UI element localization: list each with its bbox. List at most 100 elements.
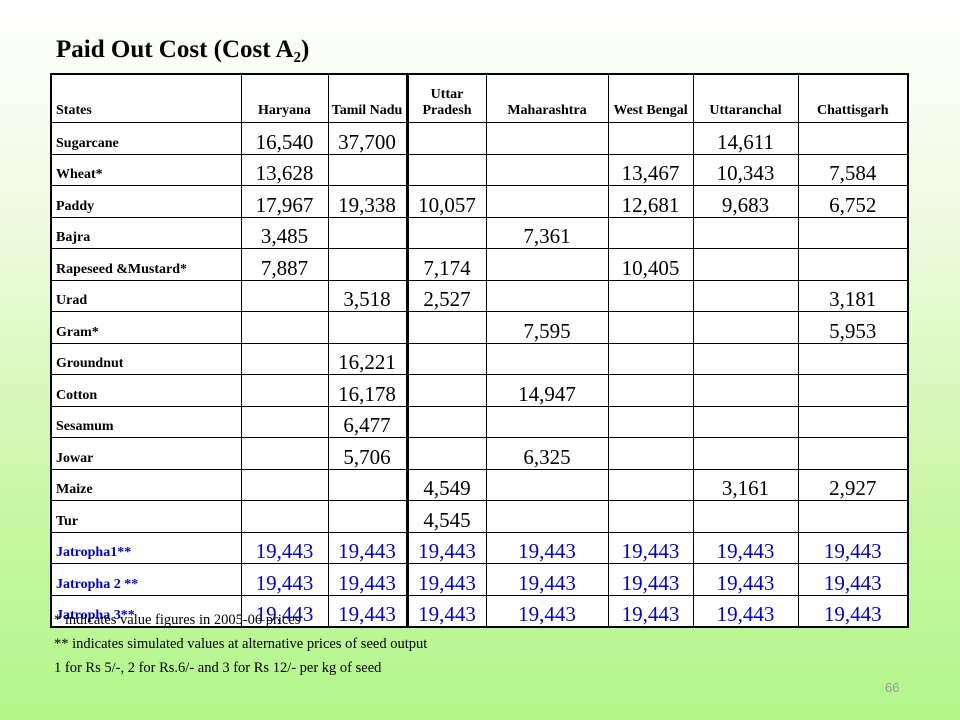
table-cell bbox=[327, 248, 409, 281]
table-cell: 19,443 bbox=[240, 563, 329, 596]
table-cell: 7,584 bbox=[797, 153, 909, 186]
table-cell bbox=[692, 500, 799, 533]
table-cell bbox=[692, 405, 799, 438]
row-label: Wheat* bbox=[50, 153, 242, 186]
table-cell bbox=[327, 153, 409, 186]
table-cell: 19,443 bbox=[327, 531, 409, 564]
table-cell bbox=[240, 374, 329, 407]
table-cell: 4,549 bbox=[406, 468, 487, 501]
table-cell bbox=[240, 500, 329, 533]
table-cell: 19,443 bbox=[406, 563, 487, 596]
table-cell: 19,338 bbox=[327, 185, 409, 218]
row-label: Jatropha 2 ** bbox=[50, 563, 242, 596]
table-cell bbox=[485, 342, 609, 375]
table-cell bbox=[406, 216, 487, 249]
table-cell: 16,221 bbox=[327, 342, 409, 375]
table-cell: 37,700 bbox=[327, 122, 409, 155]
table-cell: 2,927 bbox=[797, 468, 909, 501]
table-cell bbox=[240, 342, 329, 375]
table-cell bbox=[240, 405, 329, 438]
table-cell: 5,706 bbox=[327, 437, 409, 470]
table-row: Jatropha 2 ** 19,443 19,443 19,443 19,443 19,… bbox=[50, 563, 909, 596]
footnote: * indicates value figures in 2005-06 pri… bbox=[54, 612, 301, 628]
table-cell: 9,683 bbox=[692, 185, 799, 218]
table-cell bbox=[692, 342, 799, 375]
table-row: Jatropha 3** 19,443 19,443 19,443 19,443 19,4… bbox=[50, 594, 909, 628]
table-cell: 14,947 bbox=[485, 374, 609, 407]
table-cell bbox=[692, 216, 799, 249]
table-cell: 19,443 bbox=[692, 531, 799, 564]
table-cell bbox=[607, 122, 694, 155]
table-cell: 19,443 bbox=[797, 594, 909, 628]
row-label: Cotton bbox=[50, 374, 242, 407]
row-label: Bajra bbox=[50, 216, 242, 249]
row-label: Rapeseed &Mustard* bbox=[50, 248, 242, 281]
row-label: Jatropha1** bbox=[50, 531, 242, 564]
table-row: Bajra 3,485 7,361 bbox=[50, 216, 909, 249]
table-cell: 3,161 bbox=[692, 468, 799, 501]
column-header: States bbox=[50, 73, 242, 123]
table-cell: 19,443 bbox=[797, 563, 909, 596]
table-cell bbox=[485, 468, 609, 501]
table-cell: 16,178 bbox=[327, 374, 409, 407]
table-cell bbox=[485, 279, 609, 312]
table-cell bbox=[406, 405, 487, 438]
row-label: Jowar bbox=[50, 437, 242, 470]
table-cell bbox=[607, 437, 694, 470]
table-cell bbox=[607, 405, 694, 438]
table-cell bbox=[406, 342, 487, 375]
table-cell bbox=[240, 311, 329, 344]
table-cell bbox=[797, 374, 909, 407]
row-label: Groundnut bbox=[50, 342, 242, 375]
table-cell: 19,443 bbox=[240, 594, 329, 628]
table-row: Groundnut 16,221 bbox=[50, 342, 909, 375]
table-cell: 19,443 bbox=[327, 594, 409, 628]
table-row: Jowar 5,706 6,325 bbox=[50, 437, 909, 470]
table-cell: 3,518 bbox=[327, 279, 409, 312]
table-cell bbox=[485, 185, 609, 218]
table-cell: 13,628 bbox=[240, 153, 329, 186]
table-row: Sesamum 6,477 bbox=[50, 405, 909, 438]
table-cell bbox=[692, 374, 799, 407]
table-cell bbox=[485, 500, 609, 533]
table-cell bbox=[327, 311, 409, 344]
row-label: Gram* bbox=[50, 311, 242, 344]
table-cell bbox=[692, 248, 799, 281]
table-cell bbox=[692, 437, 799, 470]
table-cell bbox=[240, 468, 329, 501]
page-number: 66 bbox=[885, 680, 900, 695]
table-cell: 7,361 bbox=[485, 216, 609, 249]
table-cell: 19,443 bbox=[485, 563, 609, 596]
table-cell: 19,443 bbox=[406, 531, 487, 564]
table-row: Sugarcane 16,540 37,700 14,611 bbox=[50, 122, 909, 155]
table-cell: 19,443 bbox=[327, 563, 409, 596]
table-cell bbox=[607, 216, 694, 249]
table-row: Tur 4,545 bbox=[50, 500, 909, 533]
table-cell bbox=[607, 468, 694, 501]
table-cell: 6,477 bbox=[327, 405, 409, 438]
table-cell: 19,443 bbox=[607, 594, 694, 628]
footnote: ** indicates simulated values at alterna… bbox=[54, 636, 428, 652]
table-cell: 14,611 bbox=[692, 122, 799, 155]
table-cell: 19,443 bbox=[406, 594, 487, 628]
column-header: Chattisgarh bbox=[797, 73, 909, 123]
table-cell bbox=[406, 153, 487, 186]
row-label: Paddy bbox=[50, 185, 242, 218]
table-cell: 19,443 bbox=[607, 563, 694, 596]
footnote: 1 for Rs 5/-, 2 for Rs.6/- and 3 for Rs … bbox=[54, 660, 382, 676]
table-cell: 19,443 bbox=[607, 531, 694, 564]
column-header: Uttaranchal bbox=[692, 73, 799, 123]
table-cell: 12,681 bbox=[607, 185, 694, 218]
table-cell: 7,887 bbox=[240, 248, 329, 281]
table-cell bbox=[327, 500, 409, 533]
table-cell: 6,752 bbox=[797, 185, 909, 218]
table-cell: 2,527 bbox=[406, 279, 487, 312]
table-cell bbox=[607, 311, 694, 344]
table-row: Jatropha1** 19,443 19,443 19,443 19,443 19,44… bbox=[50, 531, 909, 564]
table-cell bbox=[692, 311, 799, 344]
table-cell: 19,443 bbox=[485, 594, 609, 628]
table-cell: 17,967 bbox=[240, 185, 329, 218]
column-header: Uttar Pradesh bbox=[406, 73, 487, 123]
table-cell: 19,443 bbox=[692, 563, 799, 596]
table-cell bbox=[485, 248, 609, 281]
